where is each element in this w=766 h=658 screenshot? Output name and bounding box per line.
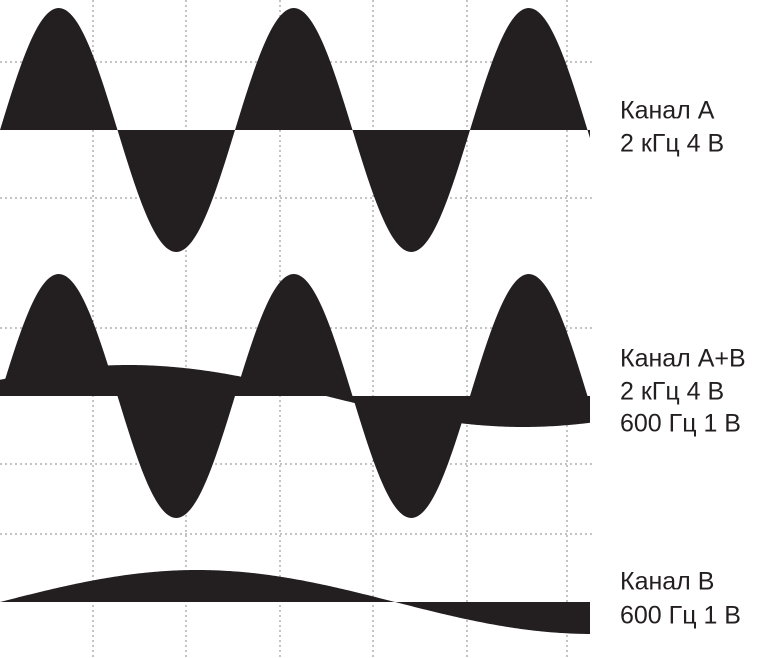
channel-label: 2 кГц 4 В bbox=[620, 378, 724, 406]
wave-a bbox=[0, 8, 590, 252]
channel-label: 600 Гц 1 В bbox=[620, 410, 741, 438]
channel-label: Канал A bbox=[620, 97, 715, 125]
channel-label: 600 Гц 1 В bbox=[620, 602, 741, 630]
wave-b-sum bbox=[0, 365, 590, 427]
wave-b bbox=[0, 570, 590, 634]
channel-label: Канал B bbox=[620, 568, 714, 596]
waveforms bbox=[0, 8, 590, 634]
channel-label: Канал A+B bbox=[620, 345, 746, 373]
channel-label: 2 кГц 4 В bbox=[620, 130, 724, 158]
labels: Канал A 2 кГц 4 В Канал A+B 2 кГц 4 В 600 Гц… bbox=[620, 97, 746, 630]
